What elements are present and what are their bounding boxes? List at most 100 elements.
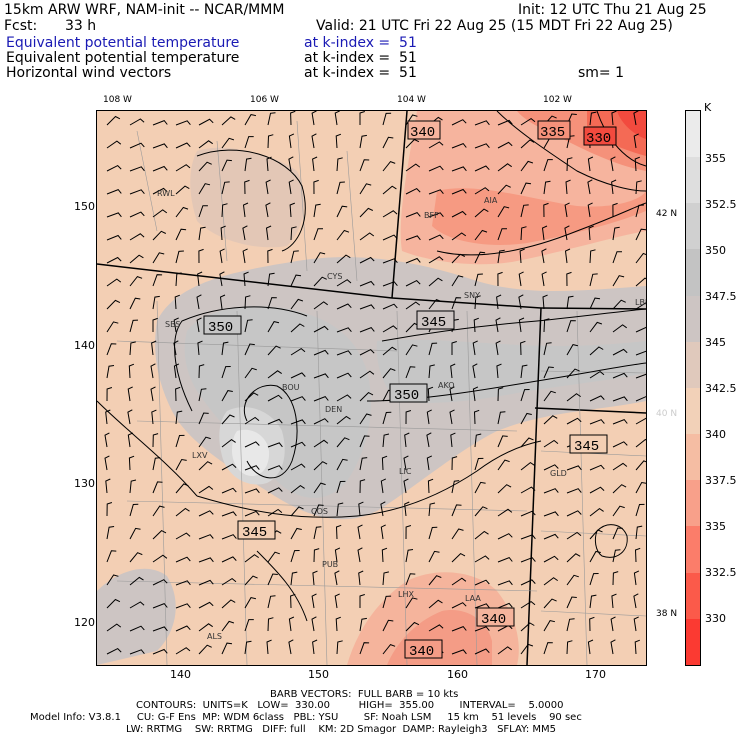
wind-barb: [635, 228, 646, 241]
station-label: LAA: [465, 594, 481, 603]
wind-barb: [267, 345, 281, 356]
wind-barb: [152, 626, 168, 632]
wind-barb: [152, 602, 168, 609]
wind-barb: [267, 134, 274, 149]
wind-barb: [474, 187, 490, 195]
wind-barb: [336, 229, 350, 241]
wind-barb: [382, 595, 392, 609]
wind-barb: [359, 159, 370, 172]
wind-barb: [520, 600, 536, 609]
wind-barb: [405, 525, 412, 540]
wind-barb: [428, 550, 440, 563]
colorbar-swatch: [686, 480, 700, 527]
station-label: BFF: [424, 211, 439, 220]
contour-label: 345: [421, 315, 446, 331]
wind-barb: [474, 603, 490, 609]
wind-barb: [635, 326, 646, 333]
station-label: SNY: [464, 291, 480, 300]
wind-barb: [405, 573, 416, 586]
wind-barb: [242, 202, 249, 218]
contour-label: 345: [574, 439, 599, 455]
x-tick-140: 140: [170, 668, 191, 681]
barb-info: BARB VECTORS: FULL BARB = 10 kts: [270, 689, 459, 700]
wind-barb: [288, 156, 294, 172]
wind-barb: [474, 530, 489, 540]
wind-barb: [612, 251, 623, 264]
wind-barb: [221, 390, 233, 402]
wind-barb: [635, 277, 646, 287]
wind-barb: [175, 250, 184, 264]
wind-barb: [428, 299, 442, 310]
wind-barb: [566, 618, 575, 632]
wind-barb: [289, 202, 295, 218]
wind-barb: [152, 481, 163, 494]
wind-barb: [451, 142, 467, 149]
field1-level: at k-index = 51: [304, 35, 417, 51]
wind-barb: [175, 532, 191, 540]
wind-barb: [520, 557, 536, 563]
wind-barb: [152, 648, 168, 655]
wind-barb: [265, 202, 271, 218]
wind-barb: [564, 202, 570, 218]
wind-barb: [474, 626, 490, 632]
wind-barb: [105, 478, 111, 494]
wind-barb: [221, 556, 237, 563]
wind-barb: [267, 272, 275, 287]
wind-barb: [334, 570, 340, 586]
wind-barb: [588, 225, 594, 241]
wind-barb: [198, 140, 213, 149]
wind-barb: [520, 117, 536, 126]
wind-barb: [497, 508, 513, 517]
wind-barb: [474, 481, 486, 494]
wind-barb: [152, 295, 160, 310]
wind-barb: [128, 363, 135, 379]
wind-barb: [266, 639, 272, 655]
wind-barb: [129, 601, 145, 609]
wind-barb: [129, 479, 137, 494]
wind-barb: [175, 185, 190, 195]
wind-barb: [382, 346, 397, 356]
wind-barb: [497, 411, 506, 425]
wind-barb: [288, 179, 294, 195]
wind-barb: [543, 439, 559, 448]
wind-barb: [313, 395, 329, 402]
wind-barb: [266, 156, 272, 172]
wind-barb: [244, 319, 253, 333]
wind-barb: [267, 617, 274, 632]
wind-barb: [221, 620, 235, 632]
wind-barb: [451, 504, 462, 517]
wind-barb: [496, 363, 502, 379]
wind-barb: [175, 647, 191, 655]
wind-barb: [633, 133, 639, 149]
wind-barb: [520, 461, 535, 471]
wind-barb: [635, 302, 646, 310]
wind-barb: [428, 526, 438, 540]
wind-barb: [497, 141, 513, 149]
wind-barb: [244, 597, 257, 609]
wind-barb: [451, 602, 467, 609]
wind-barb: [635, 252, 646, 264]
wind-barb: [543, 318, 550, 333]
wind-barb: [198, 183, 211, 195]
wind-barb: [451, 275, 464, 287]
wind-barb: [428, 212, 444, 218]
wind-barb: [244, 510, 260, 517]
wind-barb: [543, 642, 553, 655]
wind-barb: [129, 254, 144, 264]
wind-barb: [543, 555, 559, 563]
wind-barb: [357, 524, 363, 540]
wind-barb: [635, 481, 646, 494]
wind-barb: [358, 570, 364, 586]
wind-barb: [358, 501, 364, 517]
colorbar-swatch: [686, 295, 700, 342]
wind-barb: [313, 439, 329, 448]
wind-barb: [244, 179, 250, 195]
wind-barb: [380, 501, 386, 517]
wind-barb: [473, 317, 479, 333]
wind-barb: [451, 341, 457, 355]
wind-barb: [451, 552, 466, 563]
wind-barb: [244, 343, 255, 356]
wind-barb: [589, 486, 605, 494]
wind-barb: [474, 165, 490, 172]
colorbar-label: 332.5: [705, 566, 737, 579]
